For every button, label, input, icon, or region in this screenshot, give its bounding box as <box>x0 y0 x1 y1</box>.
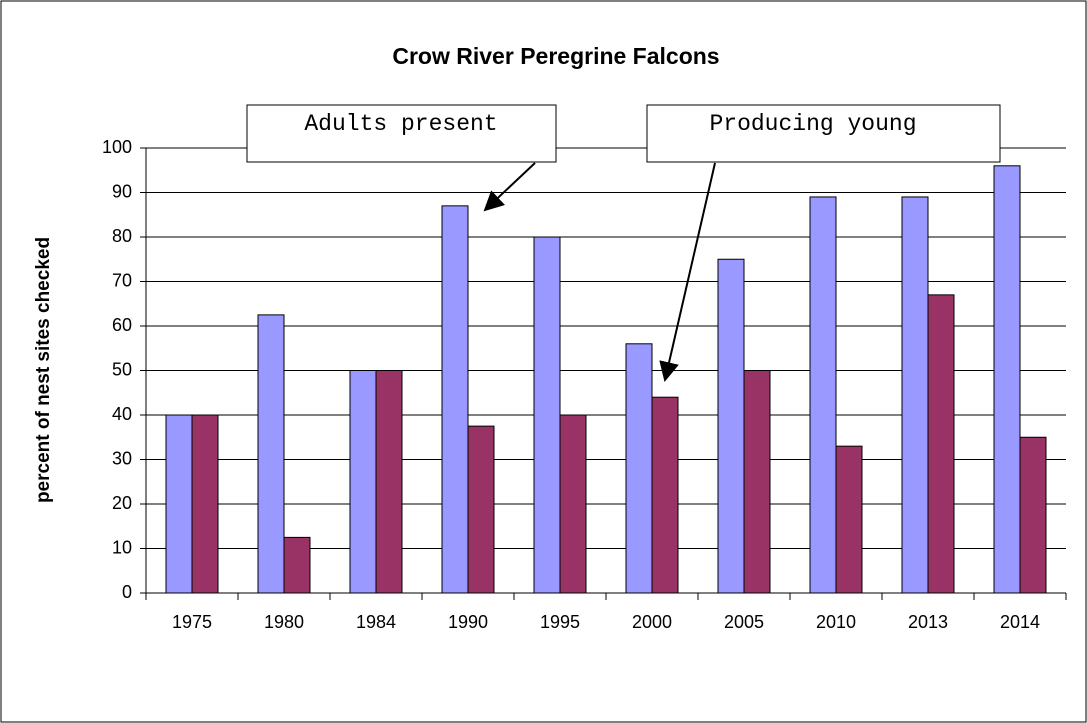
y-tick-label: 0 <box>122 582 132 602</box>
y-tick-label: 40 <box>112 404 132 424</box>
bar <box>375 370 403 594</box>
x-tick-label: 1980 <box>264 612 304 632</box>
callout-adults: Adults present <box>246 104 557 212</box>
y-tick-label: 70 <box>112 270 132 290</box>
bar <box>349 370 377 594</box>
bar <box>927 294 955 594</box>
bar <box>717 258 745 594</box>
bar <box>743 370 771 594</box>
y-tick-label: 60 <box>112 315 132 335</box>
x-tick-label: 2000 <box>632 612 672 632</box>
callout-arrow <box>483 162 536 212</box>
y-tick-label: 90 <box>112 181 132 201</box>
x-tick-label: 2010 <box>816 612 856 632</box>
bar <box>993 165 1021 594</box>
bar <box>809 196 837 594</box>
series-label: Adults present <box>304 111 497 137</box>
plot-area: 0 10 20 30 40 50 60 70 80 90 100 1975 1980 1984 1990 19… <box>102 137 1067 632</box>
x-tick-label: 1990 <box>448 612 488 632</box>
x-tick-label: 2013 <box>908 612 948 632</box>
bar <box>901 196 929 594</box>
y-tick-label: 100 <box>102 137 132 157</box>
bar <box>467 425 495 594</box>
callout-box <box>646 104 1001 163</box>
bar <box>441 205 469 594</box>
y-axis-label: percent of nest sites checked <box>33 237 54 503</box>
chart-title: Crow River Peregrine Falcons <box>392 43 719 69</box>
x-tick-label: 1975 <box>172 612 212 632</box>
y-tick-label: 80 <box>112 226 132 246</box>
bar <box>651 396 679 594</box>
bar <box>625 343 653 594</box>
callout-arrow <box>659 162 716 382</box>
x-tick-label: 1995 <box>540 612 580 632</box>
y-tick-label: 30 <box>112 448 132 468</box>
series-label: Producing young <box>709 111 916 137</box>
x-tick-label: 2005 <box>724 612 764 632</box>
bar <box>835 445 863 594</box>
x-tick-label: 1984 <box>356 612 396 632</box>
callout-box <box>246 104 557 163</box>
bar <box>257 314 285 594</box>
bar <box>165 414 193 594</box>
bar <box>559 414 587 594</box>
bar <box>1019 436 1047 594</box>
bar <box>533 236 561 594</box>
bar <box>283 536 311 594</box>
x-tick-label: 2014 <box>1000 612 1040 632</box>
bar <box>191 414 219 594</box>
y-tick-label: 20 <box>112 493 132 513</box>
y-tick-label: 10 <box>112 537 132 557</box>
y-tick-label: 50 <box>112 359 132 379</box>
callout-young: Producing young <box>646 104 1001 382</box>
